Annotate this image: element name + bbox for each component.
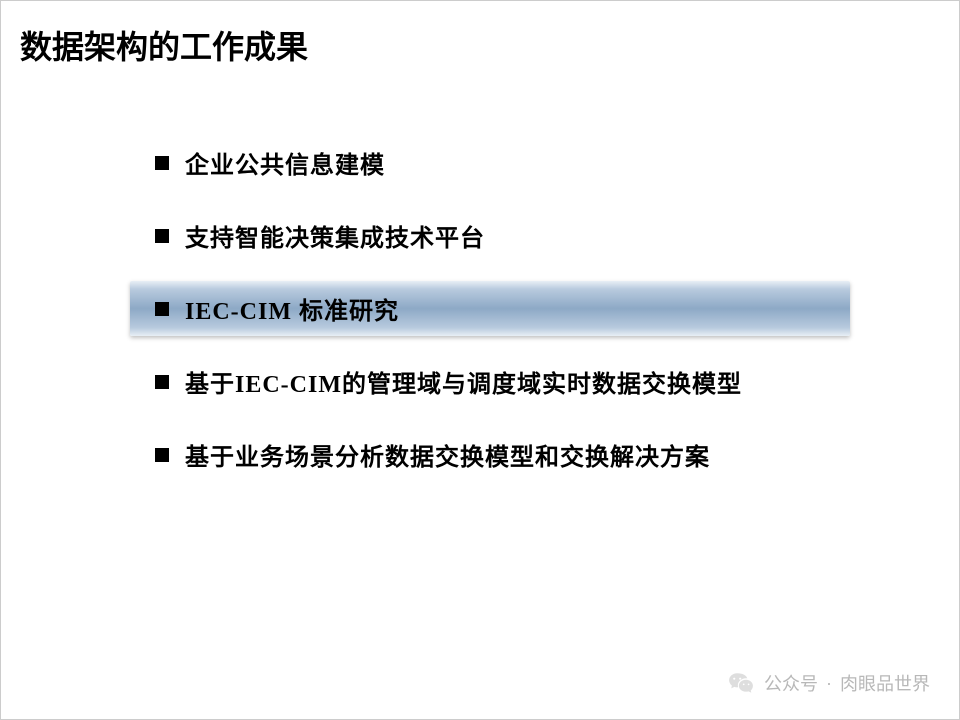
bullet-item: 基于业务场景分析数据交换模型和交换解决方案 [155,437,900,472]
watermark-separator: · [826,673,832,694]
square-bullet-icon [155,302,169,316]
bullet-text: 基于业务场景分析数据交换模型和交换解决方案 [185,437,710,472]
wechat-icon [728,670,754,696]
square-bullet-icon [155,375,169,389]
watermark: 公众号 · 肉眼品世界 [728,670,930,696]
bullet-item: 基于IEC-CIM的管理域与调度域实时数据交换模型 [155,364,900,399]
bullet-item-highlighted: IEC-CIM 标准研究 [130,281,850,336]
bullet-text: 企业公共信息建模 [185,145,385,180]
slide-title: 数据架构的工作成果 [20,22,308,68]
watermark-prefix: 公众号 [764,670,818,696]
bullet-item: 企业公共信息建模 [155,145,900,180]
bullet-text: 基于IEC-CIM的管理域与调度域实时数据交换模型 [185,364,742,399]
bullet-text: 支持智能决策集成技术平台 [185,218,485,253]
square-bullet-icon [155,448,169,462]
square-bullet-icon [155,156,169,170]
bullet-item: 支持智能决策集成技术平台 [155,218,900,253]
square-bullet-icon [155,229,169,243]
bullet-list: 企业公共信息建模 支持智能决策集成技术平台 IEC-CIM 标准研究 基于IEC… [155,145,900,510]
watermark-suffix: 肉眼品世界 [840,670,930,696]
bullet-text: IEC-CIM 标准研究 [185,291,399,326]
